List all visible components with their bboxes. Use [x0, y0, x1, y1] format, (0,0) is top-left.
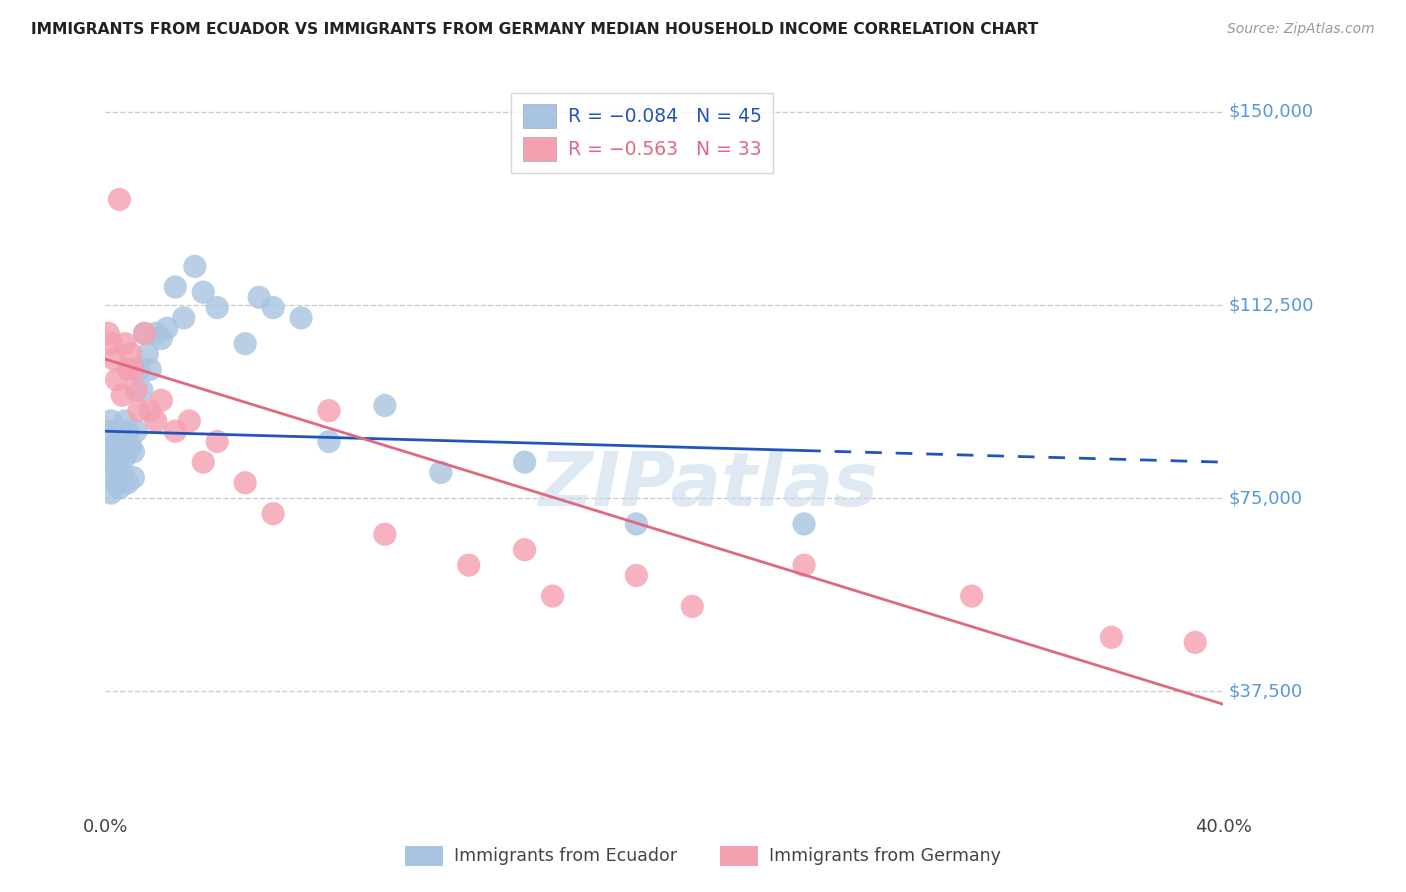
- Point: [108, 450, 131, 464]
- Point: [541, 589, 564, 603]
- Point: [139, 403, 162, 417]
- Text: $150,000: $150,000: [1229, 103, 1315, 121]
- Point: [108, 424, 131, 438]
- Point: [681, 599, 703, 614]
- Point: [1099, 630, 1122, 644]
- Point: [290, 310, 312, 325]
- Point: [125, 383, 148, 397]
- Point: [374, 399, 396, 413]
- Point: [103, 352, 125, 367]
- Point: [793, 516, 815, 531]
- Point: [193, 285, 215, 300]
- Text: $37,500: $37,500: [1229, 682, 1303, 700]
- Point: [513, 455, 536, 469]
- Point: [207, 301, 229, 315]
- Point: [233, 475, 256, 490]
- Point: [139, 362, 162, 376]
- Point: [105, 373, 128, 387]
- Point: [111, 434, 134, 449]
- Text: IMMIGRANTS FROM ECUADOR VS IMMIGRANTS FROM GERMANY MEDIAN HOUSEHOLD INCOME CORRE: IMMIGRANTS FROM ECUADOR VS IMMIGRANTS FR…: [31, 22, 1038, 37]
- Point: [165, 424, 187, 438]
- Point: [145, 414, 167, 428]
- Text: Source: ZipAtlas.com: Source: ZipAtlas.com: [1227, 22, 1375, 37]
- Point: [128, 362, 150, 376]
- Point: [131, 383, 153, 397]
- Point: [100, 486, 122, 500]
- Point: [103, 466, 125, 480]
- Point: [134, 326, 156, 341]
- Point: [100, 336, 122, 351]
- Point: [374, 527, 396, 541]
- Point: [247, 290, 270, 304]
- Point: [173, 310, 195, 325]
- Point: [150, 332, 173, 346]
- Point: [108, 481, 131, 495]
- Point: [114, 414, 136, 428]
- Point: [114, 450, 136, 464]
- Point: [134, 326, 156, 341]
- Point: [184, 260, 207, 274]
- Point: [97, 326, 120, 341]
- Point: [960, 589, 983, 603]
- Point: [156, 321, 179, 335]
- Point: [150, 393, 173, 408]
- Point: [105, 475, 128, 490]
- Point: [262, 507, 284, 521]
- Text: $112,500: $112,500: [1229, 296, 1315, 314]
- Point: [111, 466, 134, 480]
- Point: [1184, 635, 1206, 649]
- Point: [105, 434, 128, 449]
- Legend: R = −0.084   N = 45, R = −0.563   N = 33: R = −0.084 N = 45, R = −0.563 N = 33: [512, 93, 773, 172]
- Point: [103, 440, 125, 454]
- Point: [430, 466, 453, 480]
- Point: [136, 347, 159, 361]
- Legend: Immigrants from Ecuador, Immigrants from Germany: Immigrants from Ecuador, Immigrants from…: [398, 838, 1008, 872]
- Point: [125, 424, 148, 438]
- Point: [122, 445, 145, 459]
- Point: [117, 362, 139, 376]
- Text: $75,000: $75,000: [1229, 489, 1303, 508]
- Point: [120, 347, 142, 361]
- Point: [318, 434, 340, 449]
- Point: [111, 388, 134, 402]
- Point: [457, 558, 479, 573]
- Point: [108, 193, 131, 207]
- Point: [97, 424, 120, 438]
- Point: [128, 403, 150, 417]
- Point: [513, 542, 536, 557]
- Point: [97, 445, 120, 459]
- Point: [318, 403, 340, 417]
- Text: ZIPatlas: ZIPatlas: [538, 449, 879, 522]
- Point: [117, 424, 139, 438]
- Point: [100, 455, 122, 469]
- Point: [207, 434, 229, 449]
- Point: [165, 280, 187, 294]
- Point: [120, 440, 142, 454]
- Point: [122, 470, 145, 484]
- Point: [193, 455, 215, 469]
- Point: [626, 516, 648, 531]
- Point: [179, 414, 201, 428]
- Point: [122, 362, 145, 376]
- Point: [100, 414, 122, 428]
- Point: [262, 301, 284, 315]
- Point: [114, 336, 136, 351]
- Point: [233, 336, 256, 351]
- Point: [117, 475, 139, 490]
- Point: [626, 568, 648, 582]
- Point: [145, 326, 167, 341]
- Point: [793, 558, 815, 573]
